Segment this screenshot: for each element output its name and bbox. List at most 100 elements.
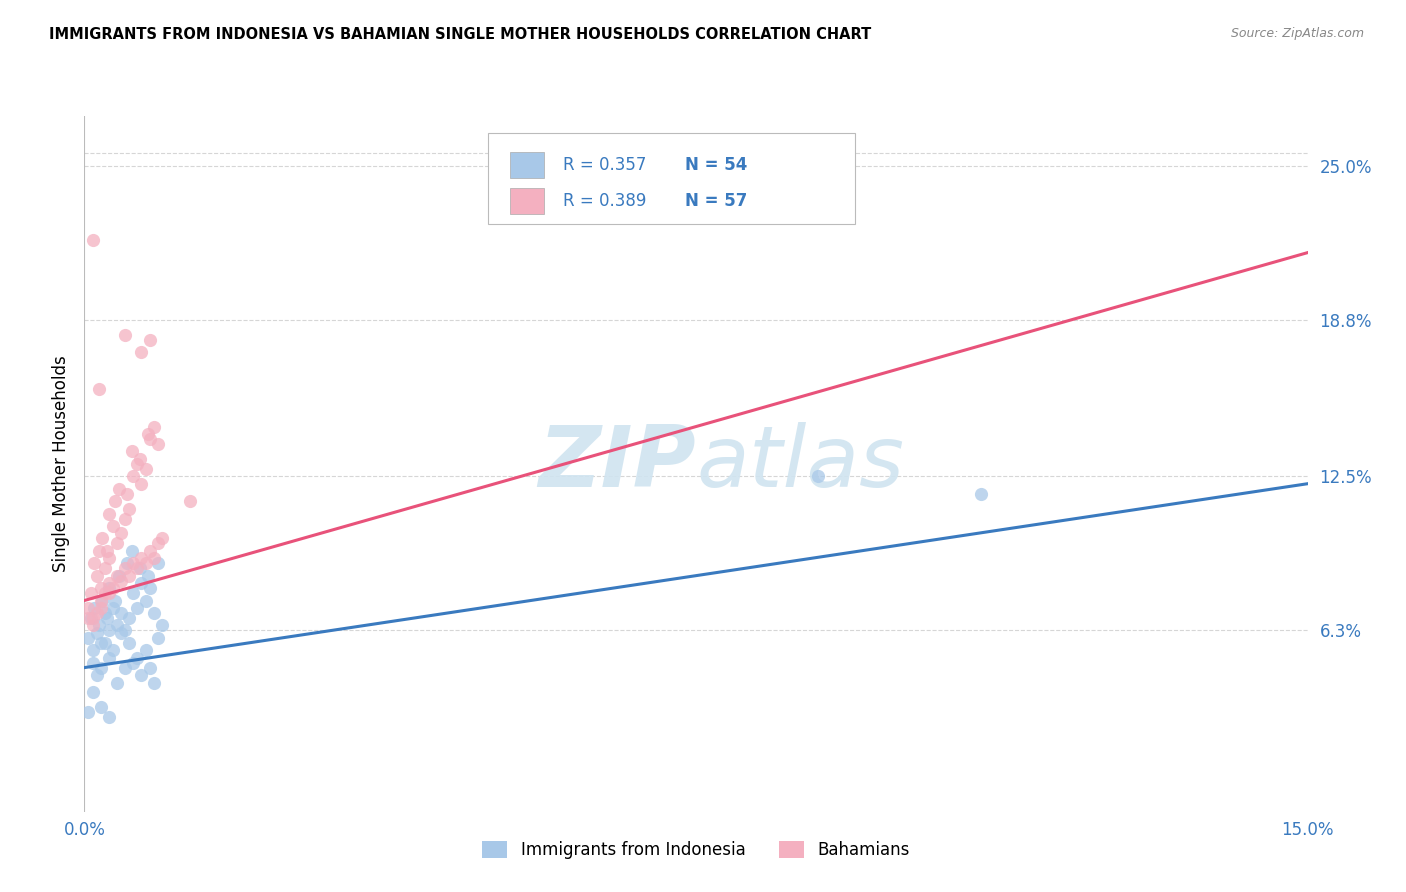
Point <box>97 710 120 724</box>
Point <box>121 543 143 558</box>
Point <box>87 543 110 558</box>
Point <box>86 568 108 582</box>
Point <box>146 536 169 550</box>
Point <box>122 469 145 483</box>
Point <box>87 382 110 396</box>
Point <box>150 618 173 632</box>
Point <box>97 581 120 595</box>
Text: atlas: atlas <box>696 422 904 506</box>
Point <box>83 556 105 570</box>
Point <box>82 618 104 632</box>
Point <box>90 593 112 607</box>
Point <box>93 561 115 575</box>
Point <box>114 511 136 525</box>
Point <box>101 601 124 615</box>
Point <box>90 660 112 674</box>
Point <box>97 551 120 566</box>
Point <box>118 611 141 625</box>
Point <box>110 574 132 588</box>
Point <box>115 486 138 500</box>
FancyBboxPatch shape <box>510 152 544 178</box>
Point <box>138 543 160 558</box>
Point <box>91 593 114 607</box>
Point <box>107 482 129 496</box>
Point <box>104 494 127 508</box>
Text: R = 0.357: R = 0.357 <box>562 156 645 174</box>
Point <box>128 451 150 466</box>
Point <box>114 660 136 674</box>
Point <box>138 432 160 446</box>
Point <box>146 437 169 451</box>
Point <box>118 501 141 516</box>
Point <box>86 625 108 640</box>
Point <box>82 656 104 670</box>
Point <box>110 526 132 541</box>
Point <box>115 556 138 570</box>
Point <box>135 556 157 570</box>
Point <box>138 581 160 595</box>
Point <box>142 606 165 620</box>
Point <box>80 611 103 625</box>
Point <box>131 551 153 566</box>
Point <box>77 631 100 645</box>
Point <box>146 631 169 645</box>
Point <box>96 611 118 625</box>
Point <box>970 486 993 500</box>
Point <box>131 576 153 591</box>
Point <box>77 706 100 720</box>
Point <box>127 457 149 471</box>
Point <box>101 643 124 657</box>
Point <box>82 643 104 657</box>
Point <box>127 601 149 615</box>
Point <box>101 581 124 595</box>
Point <box>114 561 136 575</box>
Point <box>118 636 141 650</box>
Point <box>80 586 103 600</box>
Point <box>97 650 120 665</box>
Point <box>90 581 112 595</box>
Point <box>131 345 153 359</box>
Point <box>93 606 115 620</box>
Point <box>122 556 145 570</box>
Point <box>136 427 159 442</box>
Point <box>114 327 136 342</box>
Point <box>122 586 145 600</box>
Point <box>83 601 105 615</box>
Point <box>128 561 150 575</box>
Point <box>105 536 128 550</box>
Y-axis label: Single Mother Households: Single Mother Households <box>52 356 70 572</box>
Point <box>131 476 153 491</box>
Point <box>90 636 112 650</box>
Point <box>135 462 157 476</box>
Point <box>96 543 118 558</box>
Point <box>127 650 149 665</box>
Point <box>121 444 143 458</box>
Point <box>97 586 120 600</box>
Point <box>118 568 141 582</box>
Point <box>114 624 136 638</box>
Point <box>82 233 104 247</box>
Text: N = 57: N = 57 <box>685 192 748 211</box>
Point <box>122 656 145 670</box>
Point <box>142 551 165 566</box>
Point <box>82 611 104 625</box>
Point <box>101 519 124 533</box>
Point <box>86 668 108 682</box>
Legend: Immigrants from Indonesia, Bahamians: Immigrants from Indonesia, Bahamians <box>475 835 917 866</box>
Point <box>127 561 149 575</box>
Point <box>135 643 157 657</box>
Point <box>136 568 159 582</box>
Text: R = 0.389: R = 0.389 <box>562 192 645 211</box>
Point <box>90 700 112 714</box>
Point <box>105 675 128 690</box>
Point <box>90 601 112 615</box>
Point <box>77 611 100 625</box>
Point <box>86 606 108 620</box>
Point <box>77 601 100 615</box>
Point <box>138 333 160 347</box>
Point <box>142 419 165 434</box>
Point <box>131 668 153 682</box>
Text: N = 54: N = 54 <box>685 156 748 174</box>
Point <box>807 469 830 483</box>
Text: ZIP: ZIP <box>538 422 696 506</box>
